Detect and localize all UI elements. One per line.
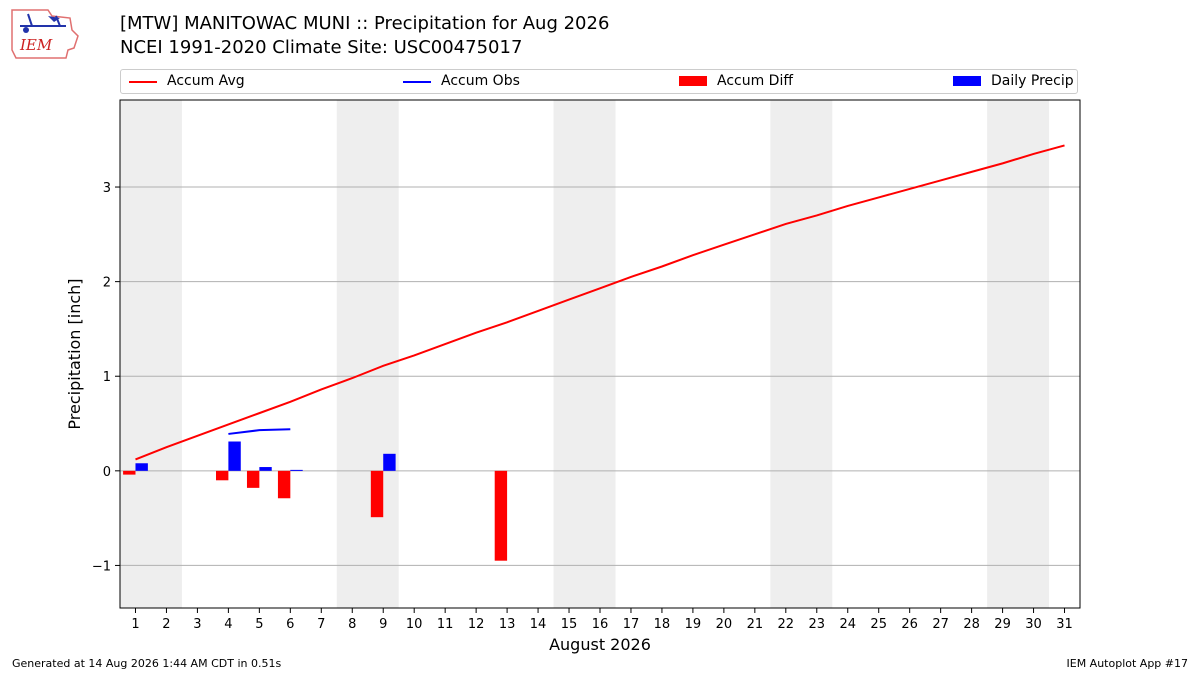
weekend-band [120, 100, 182, 608]
y-axis-label: Precipitation [inch] [65, 278, 84, 429]
x-tick-label: 20 [716, 617, 733, 632]
weekend-band [770, 100, 833, 608]
accum-diff-bar [370, 470, 384, 518]
legend-swatch-accum-avg [129, 81, 157, 83]
accum-diff-bar [494, 470, 508, 561]
legend-label-daily-precip: Daily Precip [991, 73, 1074, 89]
x-tick-label: 30 [1025, 617, 1042, 632]
x-tick-label: 11 [437, 617, 454, 632]
x-tick-label: 6 [286, 617, 294, 632]
daily-precip-bar [290, 469, 303, 471]
x-tick-label: 3 [193, 617, 201, 632]
x-tick-label: 19 [685, 617, 702, 632]
weekend-band [553, 100, 616, 608]
accum-avg-line [135, 144, 1065, 461]
x-tick-label: 12 [468, 617, 485, 632]
legend-label-accum-obs: Accum Obs [441, 73, 520, 89]
legend-swatch-accum-diff [679, 76, 707, 86]
x-tick-label: 1 [131, 617, 139, 632]
x-tick-label: 16 [592, 617, 609, 632]
accum-diff-bar [246, 470, 260, 488]
x-tick-label: 31 [1056, 617, 1073, 632]
daily-precip-bar [135, 463, 148, 471]
legend-swatch-daily-precip [953, 76, 981, 86]
bars [123, 441, 508, 561]
weekend-band [336, 100, 399, 608]
x-tick-label: 22 [778, 617, 795, 632]
x-tick-label: 27 [932, 617, 949, 632]
footer-generated: Generated at 14 Aug 2026 1:44 AM CDT in … [12, 657, 282, 670]
x-tick-label: 7 [317, 617, 325, 632]
x-tick-label: 13 [499, 617, 516, 632]
x-tick-label: 24 [839, 617, 856, 632]
x-tick-label: 23 [809, 617, 826, 632]
x-tick-label: 2 [162, 617, 170, 632]
legend-swatch-accum-obs [403, 81, 431, 83]
accum-diff-bar [123, 470, 136, 475]
x-tick-label: 5 [255, 617, 263, 632]
x-tick-label: 17 [623, 617, 640, 632]
x-axis-label: August 2026 [549, 635, 651, 654]
legend-label-accum-avg: Accum Avg [167, 73, 245, 89]
weekend-shading [120, 100, 1050, 608]
x-tick-label: 25 [870, 617, 887, 632]
accum-diff-bar [216, 470, 229, 481]
x-tick-label: 18 [654, 617, 671, 632]
y-tick-label: 2 [103, 276, 111, 291]
daily-precip-bar [228, 441, 241, 471]
x-tick-label: 15 [561, 617, 578, 632]
x-tick-label: 9 [379, 617, 387, 632]
y-tick-label: 1 [103, 370, 111, 385]
x-tick-label: 29 [994, 617, 1011, 632]
legend: Accum Avg Accum Obs Accum Diff Daily Pre… [120, 69, 1078, 94]
footer-app: IEM Autoplot App #17 [1066, 657, 1189, 670]
accum-obs-line [228, 428, 291, 435]
daily-precip-bar [259, 467, 272, 471]
weekend-band [987, 100, 1050, 608]
accum-diff-bar [277, 470, 291, 499]
x-tick-label: 26 [901, 617, 918, 632]
lines [135, 144, 1065, 461]
iem-logo: IEM [11, 9, 79, 59]
y-tick-label: −1 [92, 559, 111, 574]
legend-label-accum-diff: Accum Diff [717, 73, 794, 89]
chart-title: [MTW] MANITOWAC MUNI :: Precipitation fo… [120, 13, 610, 34]
y-tick-label: 0 [103, 465, 111, 480]
x-tick-label: 14 [530, 617, 547, 632]
x-tick-label: 8 [348, 617, 356, 632]
daily-precip-bar [383, 453, 396, 471]
logo-text: IEM [19, 36, 53, 54]
chart-subtitle: NCEI 1991-2020 Climate Site: USC00475017 [120, 37, 523, 58]
x-tick-label: 10 [406, 617, 423, 632]
y-tick-label: 3 [103, 181, 111, 196]
x-tick-label: 4 [224, 617, 232, 632]
ticks: 1 2 3 4 5 6 7 8 9 10 11 12 13 14 15 16 17 18 19 20 21 22 23 24 2… [92, 181, 1073, 632]
x-tick-label: 21 [747, 617, 764, 632]
x-tick-label: 28 [963, 617, 980, 632]
